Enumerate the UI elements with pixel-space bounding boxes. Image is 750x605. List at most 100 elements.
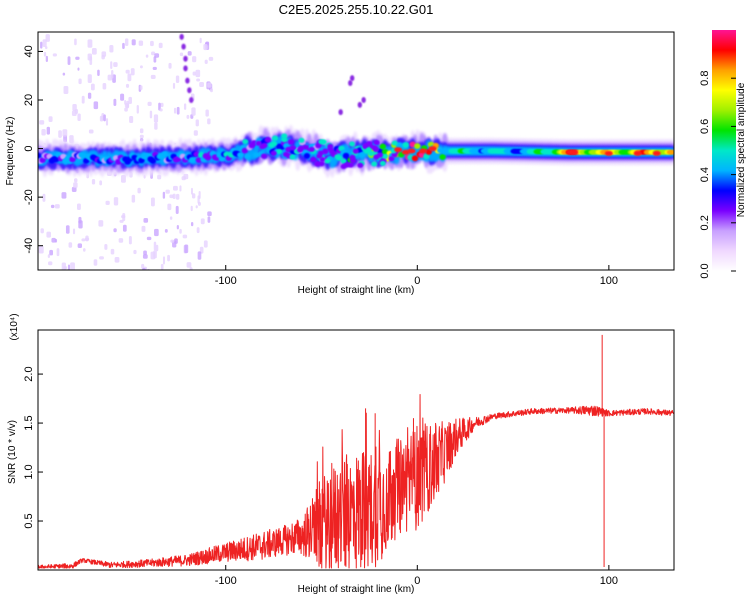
spectrogram-noise — [99, 256, 104, 260]
spectrogram-noise — [42, 39, 47, 48]
spectrogram-noise — [158, 42, 163, 49]
snr-y-tick-label: 0.5 — [23, 513, 35, 528]
spectrogram-noise — [182, 234, 188, 239]
spectrogram-ridge-mark — [218, 155, 226, 162]
spectrogram-artifact — [181, 43, 186, 50]
spectrogram-ridge-mark — [138, 157, 145, 164]
snr-layer — [38, 334, 674, 569]
spectrogram-noise — [197, 251, 202, 260]
spectrogram-noise — [172, 193, 176, 199]
spectrogram-artifact — [183, 55, 188, 62]
snr-plot: -100 0 100 0.5 1.0 1.5 2.0 — [23, 329, 675, 587]
spectrogram-noise — [105, 118, 109, 126]
spectrogram-ridge-mark — [237, 152, 244, 158]
spectrogram-noise — [168, 62, 172, 69]
spectrogram-noise — [139, 85, 143, 91]
spectrogram-blob — [242, 138, 249, 145]
spectrogram-noise — [42, 193, 46, 202]
spectrogram-noise — [62, 72, 66, 76]
spectrogram-noise — [77, 67, 80, 71]
spectrogram-blob — [349, 154, 356, 160]
spectrogram-noise — [48, 261, 53, 266]
spectrogram-noise — [78, 78, 82, 85]
spectrogram-noise — [164, 229, 168, 233]
spectrogram-blob — [298, 137, 305, 143]
spectrogram-noise — [74, 38, 77, 46]
spectrogram-noise — [118, 238, 124, 243]
spectrogram-noise — [103, 114, 106, 122]
spectrogram-noise — [87, 92, 92, 99]
spectrogram-noise — [110, 248, 115, 255]
spectrogram-noise — [187, 51, 192, 56]
spectrogram-noise — [111, 70, 114, 79]
spectrogram-blob — [289, 154, 296, 160]
colorbar-tick-label: 0.4 — [699, 167, 711, 182]
spectrogram-noise — [104, 244, 108, 250]
spectrogram-noise — [176, 225, 179, 230]
spectrogram-noise — [71, 186, 77, 193]
spectrogram-blob — [297, 147, 304, 153]
spectrogram-noise — [133, 249, 137, 255]
spectrogram-noise — [101, 55, 105, 60]
spectrogram-peak — [570, 149, 579, 155]
spectrogram-noise — [87, 39, 93, 48]
spectrogram-noise — [56, 248, 60, 257]
spectrogram-artifact — [185, 77, 190, 84]
snr-multiplier: (x10⁴) — [9, 313, 20, 340]
spectrogram-noise — [192, 71, 196, 76]
spectrogram-ridge-mark — [379, 143, 387, 150]
spectrogram-noise — [90, 83, 95, 91]
spectrogram-noise — [113, 62, 118, 67]
spectrogram-noise — [47, 254, 51, 259]
chart-title: C2E5.2025.255.10.22.G01 — [279, 2, 434, 17]
spectrogram-blob — [348, 141, 355, 147]
spectrogram-noise — [186, 114, 190, 119]
spectrogram-y-tick-label: -40 — [23, 238, 35, 254]
spectrogram-noise — [93, 259, 98, 266]
spectrogram-noise — [173, 185, 178, 191]
spectrogram-noise — [141, 225, 146, 232]
spectrogram-noise — [91, 47, 97, 55]
spectrogram-x-label: Height of straight line (km) — [298, 285, 415, 296]
spectrogram-noise — [63, 134, 68, 143]
spectrogram-noise — [114, 256, 120, 263]
spectrogram-blob — [371, 161, 378, 167]
colorbar-tick-label: 0.0 — [699, 263, 711, 278]
spectrogram-noise — [139, 128, 144, 134]
spectrogram-noise — [39, 120, 45, 125]
spectrogram-noise — [93, 101, 99, 110]
spectrogram-noise — [61, 262, 66, 270]
spectrogram-noise — [49, 249, 53, 256]
colorbar-ticks: 0.0 0.2 0.4 0.6 0.8 — [699, 71, 736, 279]
spectrogram-noise — [43, 51, 47, 57]
spectrogram-ridge-mark — [439, 154, 446, 160]
spectrogram-noise — [204, 59, 208, 65]
spectrogram-noise — [159, 108, 163, 112]
spectrogram-ridge-mark — [287, 139, 295, 145]
spectrogram-blob — [281, 133, 288, 139]
spectrogram-noise — [68, 242, 73, 248]
spectrogram-blob — [255, 140, 262, 146]
spectrogram-blob — [373, 139, 380, 146]
spectrogram-noise — [207, 211, 212, 217]
spectrogram-blob — [327, 146, 334, 152]
spectrogram-noise — [124, 99, 127, 105]
spectrogram-noise — [165, 189, 170, 194]
spectrogram-noise — [203, 240, 208, 248]
spectrogram-noise — [170, 239, 175, 243]
spectrogram-noise — [40, 228, 44, 234]
snr-y-tick-label: 1.5 — [23, 415, 35, 430]
spectrogram-noise — [45, 55, 48, 62]
spectrogram-noise — [169, 216, 173, 220]
spectrogram-noise — [146, 236, 152, 241]
colorbar-tick-label: 0.2 — [699, 215, 711, 230]
spectrogram-noise — [38, 245, 44, 254]
spectrogram-noise — [137, 187, 141, 194]
spectrogram-noise — [125, 69, 130, 74]
spectrogram-blob — [282, 151, 289, 157]
spectrogram-noise — [110, 61, 113, 69]
spectrogram-x-tick-label: 0 — [414, 275, 420, 287]
spectrogram-blob — [366, 140, 373, 147]
spectrogram-peak — [394, 147, 403, 153]
snr-y-tick-label: 2.0 — [23, 366, 35, 381]
